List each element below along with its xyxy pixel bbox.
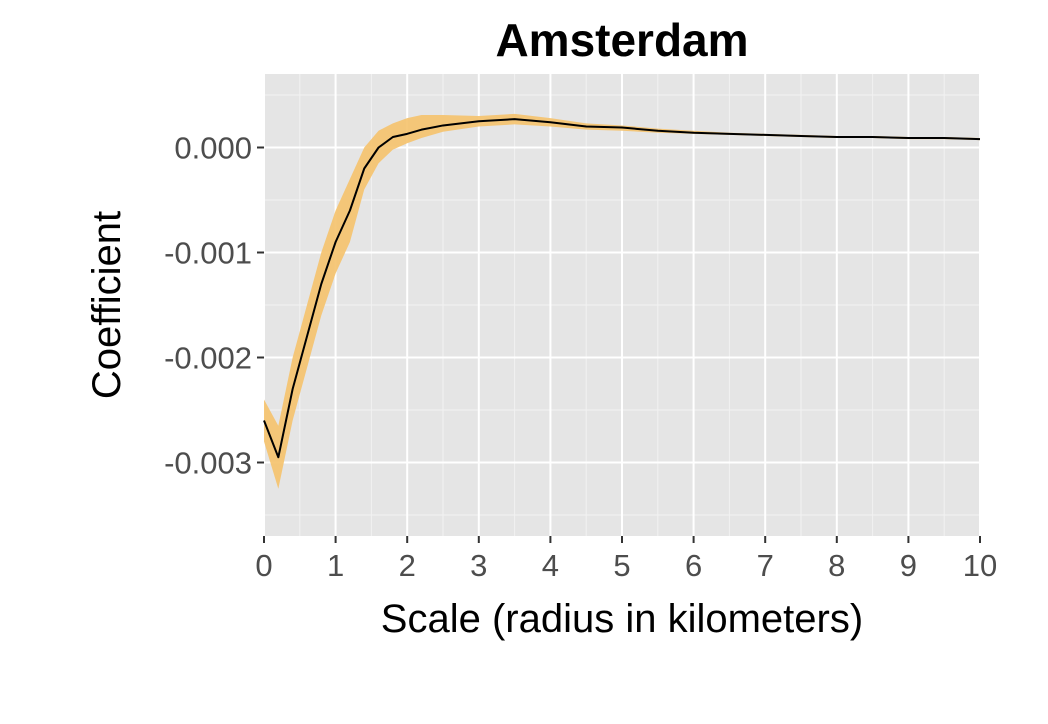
- x-tick-label: 7: [757, 548, 774, 583]
- x-tick-label: 4: [542, 548, 559, 583]
- coefficient-line: [263, 118, 981, 459]
- chart-title: Amsterdam: [495, 14, 748, 66]
- y-tick-label: -0.002: [164, 341, 252, 376]
- x-tick-label: 10: [963, 548, 997, 583]
- x-tick-label: 2: [399, 548, 416, 583]
- x-axis-title: Scale (radius in kilometers): [381, 597, 863, 641]
- x-tick-label: 8: [828, 548, 845, 583]
- x-tick-label: 6: [685, 548, 702, 583]
- y-tick-label: -0.001: [164, 236, 252, 271]
- x-tick-label: 1: [327, 548, 344, 583]
- x-axis-ticks: 0 1 2 3 4 5 6 7 8 9 10: [255, 536, 997, 583]
- x-tick-label: 5: [613, 548, 630, 583]
- x-tick-label: 0: [255, 548, 272, 583]
- y-axis-ticks: 0.000 -0.001 -0.002 -0.003: [164, 131, 264, 481]
- x-tick-label: 3: [470, 548, 487, 583]
- x-tick-label: 9: [900, 548, 917, 583]
- y-tick-label: 0.000: [174, 131, 252, 166]
- y-tick-label: -0.003: [164, 446, 252, 481]
- y-axis-title: Coefficient: [85, 211, 129, 399]
- major-gridlines: [263, 74, 981, 536]
